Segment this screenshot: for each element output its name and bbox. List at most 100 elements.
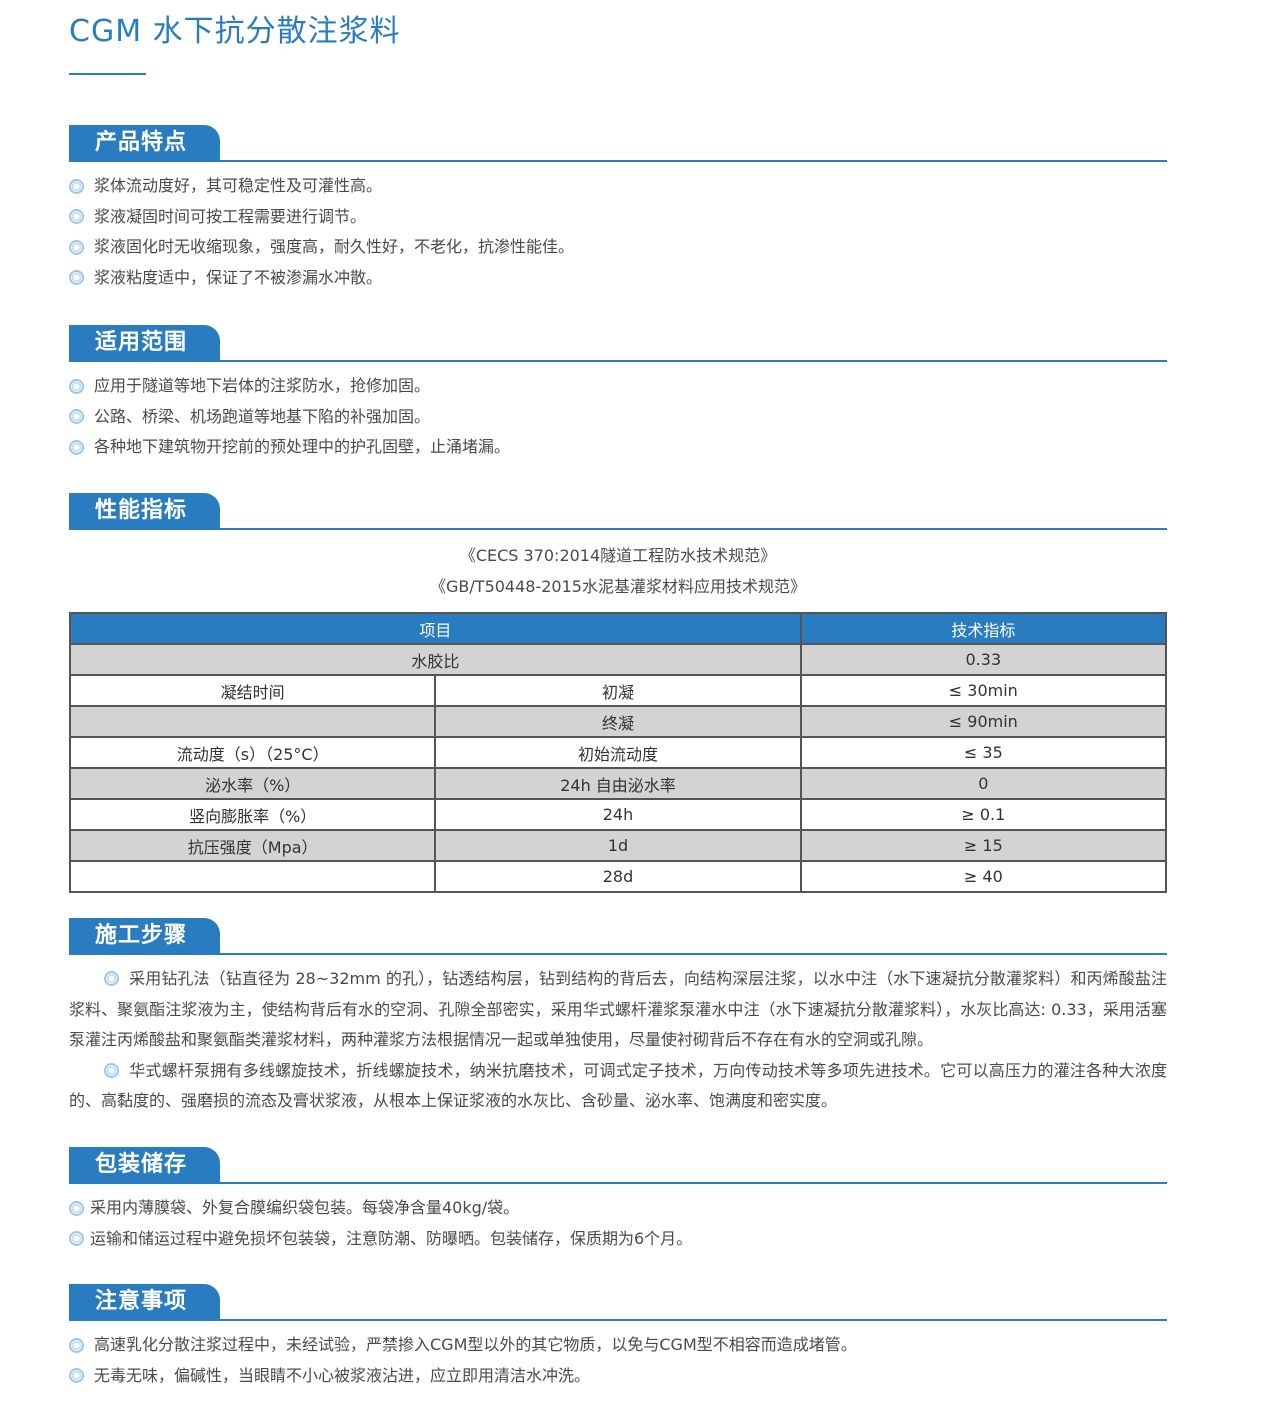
list-item: 运输和储运过程中避免损坏包装袋，注意防潮、防曝晒。包装储存，保质期为6个月。 (69, 1224, 1167, 1255)
item-text: 浆液固化时无收缩现象，强度高，耐久性好，不老化，抗渗性能佳。 (94, 237, 575, 256)
section-construction: 施工步骤 采用钻孔法（钻直径为 28~32mm 的孔），钻透结构层，钻到结构的背… (69, 918, 1167, 1117)
item-text: 浆液凝固时间可按工程需要进行调节。 (94, 206, 367, 226)
section-header: 施工步骤 (69, 918, 1167, 955)
list-item: 无毒无味，偏碱性，当眼睛不小心被浆液沾进，应立即用清洁水冲洗。 (69, 1361, 1167, 1392)
section-rule (69, 1319, 1167, 1321)
spec-table: 项目 技术指标 水胶比 0.33 凝结时间 初凝 ≤ 30min 终凝 ≤ 90min 流… (68, 612, 1168, 893)
cell-item: 水胶比 (69, 643, 802, 676)
cell-value: ≥ 40 (799, 860, 1168, 893)
item-text: 浆液粘度适中，保证了不被渗漏水冲散。 (94, 267, 383, 287)
bullet-icon (69, 270, 84, 286)
paragraph: 采用钻孔法（钻直径为 28~32mm 的孔），钻透结构层，钻到结构的背后去，向结… (69, 964, 1167, 1056)
bullet-icon (69, 378, 84, 394)
notes-list: 高速乳化分散注浆过程中，未经试验，严禁掺入CGM型以外的其它物质，以免与CGM型… (69, 1330, 1167, 1391)
cell-sub: 初凝 (434, 674, 802, 707)
cell-value: 0.33 (799, 643, 1168, 676)
bullet-icon (69, 178, 84, 194)
title-underline (69, 73, 146, 75)
bullet-icon (69, 439, 84, 455)
item-text: 运输和储运过程中避免损坏包装袋，注意防潮、防曝晒。包装储存，保质期为6个月。 (90, 1228, 693, 1248)
item-text: 应用于隧道等地下岩体的注浆防水，抢修加固。 (94, 376, 431, 395)
bullet-icon (104, 1062, 119, 1078)
item-text: 高速乳化分散注浆过程中，未经试验，严禁掺入CGM型以外的其它物质，以免与CGM型… (94, 1335, 857, 1354)
cell-item: 抗压强度（Mpa） (68, 829, 437, 862)
construction-text: 采用钻孔法（钻直径为 28~32mm 的孔），钻透结构层，钻到结构的背后去，向结… (69, 964, 1167, 1117)
bullet-icon (69, 409, 84, 425)
list-item: 浆液粘度适中，保证了不被渗漏水冲散。 (69, 263, 1167, 294)
bullet-icon (69, 209, 84, 225)
list-item: 浆体流动度好，其可稳定性及可灌性高。 (69, 171, 1167, 202)
section-features: 产品特点 浆体流动度好，其可稳定性及可灌性高。 浆液凝固时间可按工程需要进行调节… (69, 125, 1167, 293)
cell-sub: 1d (434, 829, 802, 862)
section-scope: 适用范围 应用于隧道等地下岩体的注浆防水，抢修加固。 公路、桥梁、机场跑道等地基… (69, 325, 1167, 463)
section-rule (69, 160, 1167, 162)
packaging-list: 采用内薄膜袋、外复合膜编织袋包装。每袋净含量40kg/袋。 运输和储运过程中避免… (69, 1193, 1167, 1254)
cell-value: ≤ 35 (799, 736, 1168, 769)
header-item: 项目 (69, 612, 802, 645)
paragraph-text: 采用钻孔法（钻直径为 28~32mm 的孔），钻透结构层，钻到结构的背后去，向结… (69, 969, 1167, 1049)
list-item: 应用于隧道等地下岩体的注浆防水，抢修加固。 (69, 371, 1167, 402)
section-header: 产品特点 (69, 125, 1167, 162)
cell-value: ≥ 15 (799, 829, 1168, 862)
section-heading: 产品特点 (69, 125, 220, 161)
feature-list: 浆体流动度好，其可稳定性及可灌性高。 浆液凝固时间可按工程需要进行调节。 浆液固… (69, 171, 1167, 293)
list-item: 浆液固化时无收缩现象，强度高，耐久性好，不老化，抗渗性能佳。 (69, 232, 1167, 263)
table-header: 项目 技术指标 (69, 612, 1168, 645)
table-row: 泌水率（%） 24h 自由泌水率 0 (68, 767, 1168, 800)
item-text: 公路、桥梁、机场跑道等地基下陷的补强加固。 (94, 406, 431, 426)
section-heading: 适用范围 (69, 325, 220, 361)
section-heading: 性能指标 (69, 493, 220, 529)
table-row: 28d ≥ 40 (68, 860, 1168, 893)
cell-item (68, 705, 437, 738)
section-rule (69, 528, 1167, 530)
bullet-icon (104, 971, 119, 986)
cell-value: ≥ 0.1 (799, 798, 1168, 831)
section-rule (69, 360, 1167, 362)
scope-list: 应用于隧道等地下岩体的注浆防水，抢修加固。 公路、桥梁、机场跑道等地基下陷的补强… (69, 371, 1167, 463)
list-item: 高速乳化分散注浆过程中，未经试验，严禁掺入CGM型以外的其它物质，以免与CGM型… (69, 1330, 1167, 1361)
list-item: 采用内薄膜袋、外复合膜编织袋包装。每袋净含量40kg/袋。 (69, 1193, 1167, 1224)
cell-sub: 24h 自由泌水率 (434, 767, 802, 800)
section-rule (69, 953, 1167, 955)
bullet-icon (69, 239, 84, 255)
section-rule (69, 1182, 1167, 1184)
item-text: 浆体流动度好，其可稳定性及可灌性高。 (94, 176, 383, 195)
item-text: 各种地下建筑物开挖前的预处理中的护孔固壁，止涌堵漏。 (94, 437, 511, 456)
standard-ref: 《GB/T50448-2015水泥基灌浆材料应用技术规范》 (430, 577, 806, 596)
cell-value: 0 (799, 767, 1168, 800)
section-header: 包装储存 (69, 1147, 1167, 1184)
item-text: 无毒无味，偏碱性，当眼睛不小心被浆液沾进，应立即用清洁水冲洗。 (94, 1365, 591, 1385)
cell-item: 竖向膨胀率（%） (68, 798, 437, 831)
cell-sub: 终凝 (434, 705, 802, 738)
table-row: 水胶比 0.33 (69, 643, 1168, 676)
section-header: 适用范围 (69, 325, 1167, 362)
cell-sub: 初始流动度 (434, 736, 802, 769)
standard-ref: 《CECS 370:2014隧道工程防水技术规范》 (459, 546, 777, 565)
standards: 《CECS 370:2014隧道工程防水技术规范》 《GB/T50448-201… (69, 540, 1167, 602)
bullet-icon (69, 1200, 84, 1216)
list-item: 公路、桥梁、机场跑道等地基下陷的补强加固。 (69, 402, 1167, 433)
section-heading: 注意事项 (69, 1284, 220, 1320)
paragraph-text: 华式螺杆泵拥有多线螺旋技术，折线螺旋技术，纳米抗磨技术，可调式定子技术，万向传动… (69, 1060, 1167, 1111)
cell-value: ≤ 30min (799, 674, 1168, 707)
table-row: 竖向膨胀率（%） 24h ≥ 0.1 (68, 798, 1168, 831)
section-header: 注意事项 (69, 1284, 1167, 1321)
table-row: 终凝 ≤ 90min (68, 705, 1168, 738)
list-item: 浆液凝固时间可按工程需要进行调节。 (69, 202, 1167, 233)
paragraph: 华式螺杆泵拥有多线螺旋技术，折线螺旋技术，纳米抗磨技术，可调式定子技术，万向传动… (69, 1056, 1167, 1117)
list-item: 各种地下建筑物开挖前的预处理中的护孔固壁，止涌堵漏。 (69, 432, 1167, 463)
cell-sub: 24h (434, 798, 802, 831)
bullet-icon (69, 1368, 84, 1384)
header-value: 技术指标 (799, 612, 1168, 645)
cell-item (68, 860, 437, 893)
section-header: 性能指标 (69, 493, 1167, 530)
bullet-icon (69, 1337, 84, 1353)
table-row: 凝结时间 初凝 ≤ 30min (68, 674, 1168, 707)
section-heading: 包装储存 (69, 1147, 220, 1183)
section-packaging: 包装储存 采用内薄膜袋、外复合膜编织袋包装。每袋净含量40kg/袋。 运输和储运… (69, 1147, 1167, 1254)
cell-sub: 28d (434, 860, 802, 893)
item-text: 采用内薄膜袋、外复合膜编织袋包装。每袋净含量40kg/袋。 (90, 1198, 520, 1217)
page-title: CGM 水下抗分散注浆料 (69, 14, 401, 49)
section-notes: 注意事项 高速乳化分散注浆过程中，未经试验，严禁掺入CGM型以外的其它物质，以免… (69, 1284, 1167, 1391)
cell-item: 泌水率（%） (68, 767, 437, 800)
